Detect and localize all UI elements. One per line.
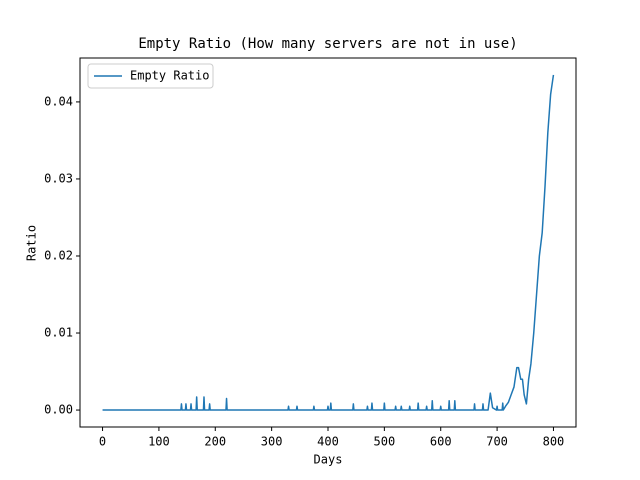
y-tick-label: 0.04 xyxy=(44,94,73,108)
x-axis-label: Days xyxy=(314,453,343,467)
plot-frame xyxy=(79,57,577,428)
x-tick-label: 700 xyxy=(486,435,508,449)
legend-box xyxy=(87,63,214,89)
x-tick-label: 500 xyxy=(374,435,396,449)
x-tick-label: 200 xyxy=(204,435,226,449)
y-tick-label: 0.01 xyxy=(44,326,73,340)
x-tick-label: 800 xyxy=(543,435,565,449)
x-tick-label: 300 xyxy=(261,435,283,449)
y-tick-label: 0.00 xyxy=(44,403,73,417)
y-tick-label: 0.03 xyxy=(44,171,73,185)
y-axis-label: Ratio xyxy=(25,225,39,261)
x-tick-label: 400 xyxy=(317,435,339,449)
legend-label: Empty Ratio xyxy=(130,69,209,83)
chart-title: Empty Ratio (How many servers are not in… xyxy=(138,36,517,52)
x-tick-label: 600 xyxy=(430,435,452,449)
line-series xyxy=(102,74,555,411)
y-tick-label: 0.02 xyxy=(44,248,73,262)
x-tick-label: 0 xyxy=(99,435,106,449)
x-tick-label: 100 xyxy=(148,435,170,449)
